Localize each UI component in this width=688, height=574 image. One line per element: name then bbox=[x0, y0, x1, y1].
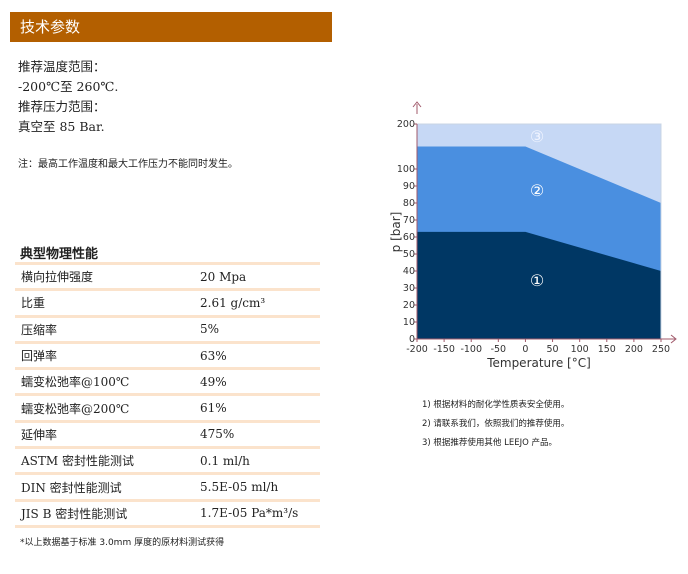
x-arrow-icon bbox=[670, 334, 677, 344]
spec-line: 真空至 85 Bar. bbox=[18, 119, 105, 134]
prop-value: 0.1 ml/h bbox=[200, 446, 320, 474]
props-title: 典型物理性能 bbox=[20, 247, 99, 262]
zone-1-label: ① bbox=[530, 271, 544, 290]
note-item: 2) 请联系我们，依照我们的推荐使用。 bbox=[422, 419, 570, 429]
prop-value: 5.5E-05 ml/h bbox=[200, 472, 320, 501]
prop-value: 63% bbox=[200, 340, 320, 369]
x-tick-label: 100 bbox=[571, 344, 589, 355]
x-tick-label: 50 bbox=[547, 344, 559, 355]
table-row: 蠕变松弛率@200℃ 61% bbox=[15, 393, 320, 422]
section-header: 技术参数 bbox=[10, 12, 332, 42]
prop-name: JIS B 密封性能测试 bbox=[15, 498, 200, 528]
prop-value: 5% bbox=[200, 314, 320, 343]
x-axis-label: Temperature [°C] bbox=[486, 356, 591, 370]
y-tick-label: 80 bbox=[403, 198, 415, 209]
note-item: 1) 根据材料的耐化学性质表安全使用。 bbox=[422, 400, 570, 410]
prop-name: DIN 密封性能测试 bbox=[15, 472, 200, 501]
props-footnote: *以上数据基于标准 3.0mm 厚度的原材料测试获得 bbox=[20, 538, 225, 548]
zone-3-label: ③ bbox=[530, 127, 544, 146]
y-arrow-icon bbox=[412, 101, 422, 108]
y-tick-label: 200 bbox=[397, 119, 415, 130]
y-tick-label: 0 bbox=[409, 334, 415, 345]
prop-name: 蠕变松弛率@100℃ bbox=[15, 367, 200, 395]
y-tick-label: 70 bbox=[403, 215, 415, 226]
x-tick-label: -150 bbox=[433, 344, 455, 355]
table-row: 压缩率 5% bbox=[15, 314, 320, 343]
prop-name: 比重 bbox=[15, 288, 200, 317]
x-tick-label: 200 bbox=[625, 344, 643, 355]
y-axis-label: p [bar] bbox=[389, 212, 403, 253]
x-tick-label: -50 bbox=[491, 344, 507, 355]
y-tick-label: 60 bbox=[403, 232, 415, 243]
table-row: DIN 密封性能测试 5.5E-05 ml/h bbox=[15, 472, 320, 501]
prop-name: 蠕变松弛率@200℃ bbox=[15, 393, 200, 422]
prop-name: 回弹率 bbox=[15, 340, 200, 369]
prop-value: 49% bbox=[200, 367, 320, 395]
y-tick-label: 90 bbox=[403, 181, 415, 192]
x-tick-label: -200 bbox=[406, 344, 428, 355]
y-tick-label: 30 bbox=[403, 283, 415, 294]
prop-name: 横向拉伸强度 bbox=[15, 261, 200, 290]
prop-name: 延伸率 bbox=[15, 419, 200, 448]
zone-1-area bbox=[417, 231, 661, 339]
zone-2-label: ② bbox=[530, 181, 544, 200]
table-row: 延伸率 475% bbox=[15, 419, 320, 448]
chart-notes: 1) 根据材料的耐化学性质表安全使用。 2) 请联系我们，依照我们的推荐使用。 … bbox=[422, 396, 569, 453]
table-row: ASTM 密封性能测试 0.1 ml/h bbox=[15, 446, 320, 474]
y-tick-label: 50 bbox=[403, 249, 415, 260]
x-tick-label: 150 bbox=[598, 344, 616, 355]
prop-value: 2.61 g/cm³ bbox=[200, 288, 320, 317]
table-row: 横向拉伸强度 20 Mpa bbox=[15, 261, 320, 290]
prop-value: 20 Mpa bbox=[200, 261, 320, 290]
prop-value: 61% bbox=[200, 393, 320, 422]
y-tick-label: 20 bbox=[403, 300, 415, 311]
spec-line: -200℃至 260℃. bbox=[18, 79, 119, 94]
spec-line: 推荐温度范围： bbox=[18, 59, 106, 74]
spec-block: 推荐温度范围： -200℃至 260℃. 推荐压力范围： 真空至 85 Bar. bbox=[18, 57, 118, 137]
prop-value: 475% bbox=[200, 419, 320, 448]
y-tick-label: 100 bbox=[397, 164, 415, 175]
table-row: 蠕变松弛率@100℃ 49% bbox=[15, 367, 320, 395]
prop-name: ASTM 密封性能测试 bbox=[15, 446, 200, 474]
spec-line: 推荐压力范围： bbox=[18, 99, 106, 114]
x-tick-label: 250 bbox=[652, 344, 670, 355]
y-tick-label: 40 bbox=[403, 266, 415, 277]
prop-name: 压缩率 bbox=[15, 314, 200, 343]
table-row: 回弹率 63% bbox=[15, 340, 320, 369]
props-table: 横向拉伸强度 20 Mpa 比重 2.61 g/cm³ 压缩率 5% 回弹率 63% 蠕变松弛率… bbox=[15, 261, 320, 528]
y-tick-label: 10 bbox=[403, 317, 415, 328]
prop-value: 1.7E-05 Pa*m³/s bbox=[200, 498, 320, 528]
x-tick-label: 0 bbox=[522, 344, 528, 355]
note-item: 3) 根据推荐使用其他 LEEJO 产品。 bbox=[422, 438, 558, 448]
table-row: 比重 2.61 g/cm³ bbox=[15, 288, 320, 317]
x-tick-label: -100 bbox=[460, 344, 482, 355]
spec-note: 注：最高工作温度和最大工作压力不能同时发生。 bbox=[18, 159, 238, 170]
table-row: JIS B 密封性能测试 1.7E-05 Pa*m³/s bbox=[15, 498, 320, 528]
